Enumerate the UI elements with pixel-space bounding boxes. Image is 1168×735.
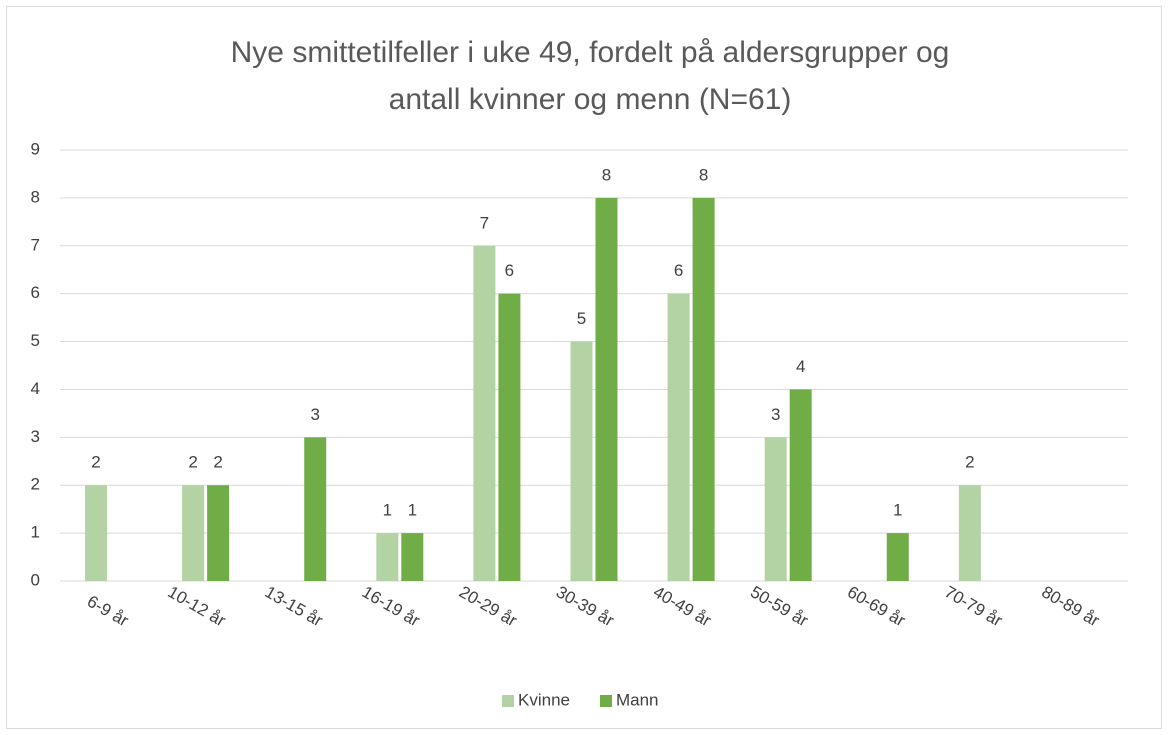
- data-label: 3: [310, 405, 319, 424]
- y-tick-label: 4: [31, 379, 40, 398]
- data-label: 8: [699, 165, 708, 184]
- data-label: 1: [893, 501, 902, 520]
- data-label: 3: [771, 405, 780, 424]
- data-label: 4: [796, 357, 805, 376]
- chart-title: antall kvinner og menn (N=61): [389, 83, 792, 116]
- legend-swatch: [502, 695, 514, 707]
- y-tick-label: 1: [31, 523, 40, 542]
- data-label: 2: [965, 453, 974, 472]
- bar: [401, 533, 424, 581]
- legend-swatch: [599, 695, 612, 707]
- data-label: 2: [91, 453, 100, 472]
- data-label: 5: [577, 309, 586, 328]
- bar: [789, 389, 812, 581]
- y-tick-label: 7: [31, 235, 40, 254]
- y-tick-label: 2: [31, 475, 40, 494]
- y-tick-label: 5: [31, 331, 40, 350]
- data-label: 6: [674, 261, 683, 280]
- y-tick-label: 3: [31, 427, 40, 446]
- data-label: 6: [505, 261, 514, 280]
- data-label: 2: [213, 453, 222, 472]
- bar: [570, 341, 593, 581]
- data-label: 1: [408, 501, 417, 520]
- bar: [376, 533, 399, 581]
- bar: [958, 485, 981, 581]
- data-label: 7: [480, 213, 489, 232]
- bar: [207, 485, 230, 581]
- data-label: 1: [383, 501, 392, 520]
- bar: [692, 197, 715, 581]
- bar: [667, 293, 690, 581]
- bar: [498, 293, 521, 581]
- bar: [886, 533, 909, 581]
- legend-label: Kvinne: [518, 690, 570, 709]
- y-tick-label: 6: [31, 283, 40, 302]
- bar: [764, 437, 787, 581]
- bar: [182, 485, 205, 581]
- bar: [304, 437, 327, 581]
- bar: [85, 485, 108, 581]
- bar: [595, 197, 618, 581]
- legend-label: Mann: [616, 690, 659, 709]
- y-tick-label: 8: [31, 187, 40, 206]
- bar: [473, 245, 496, 581]
- data-label: 8: [602, 165, 611, 184]
- chart-title: Nye smittetilfeller i uke 49, fordelt på…: [231, 36, 950, 69]
- y-tick-label: 9: [31, 139, 40, 158]
- y-tick-label: 0: [31, 570, 40, 589]
- data-label: 2: [188, 453, 197, 472]
